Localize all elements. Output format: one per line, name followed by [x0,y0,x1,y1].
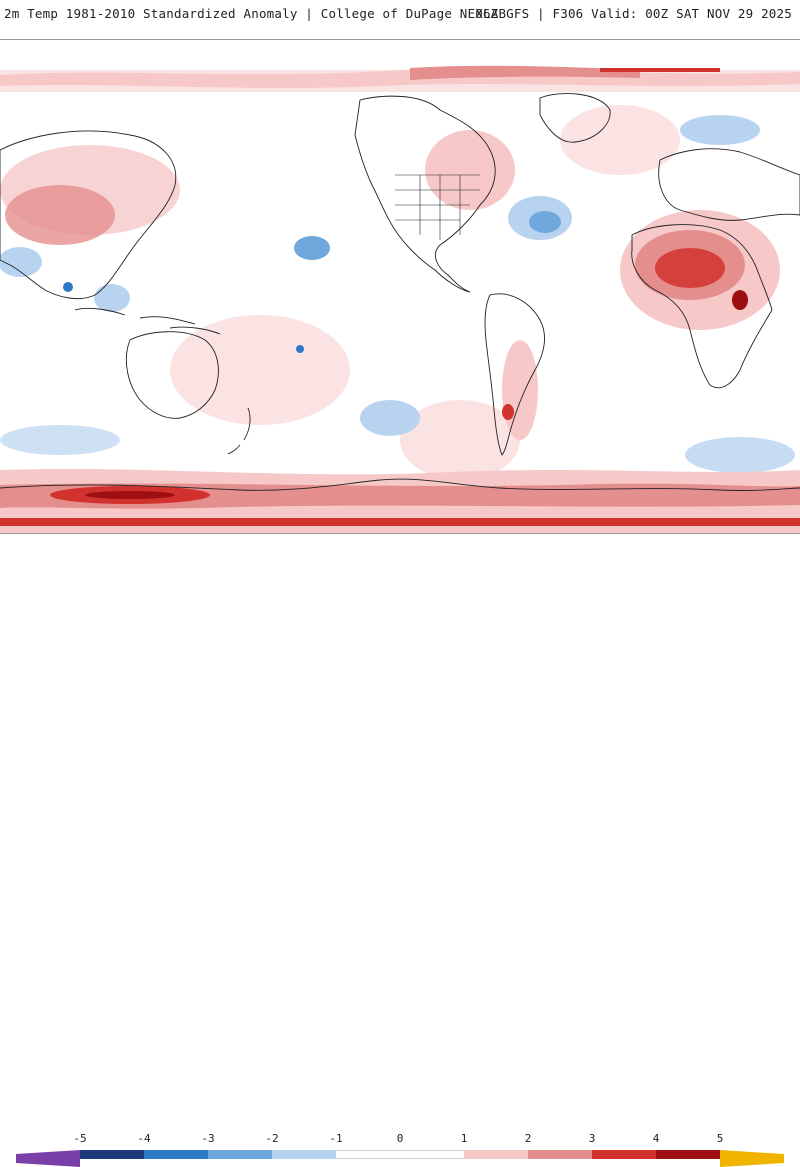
antarctica-outline [0,478,800,492]
asia-outline [0,130,177,300]
atlantic-warm-region [560,105,680,175]
colorbar-tick-label: -4 [137,1132,151,1145]
china-warm-core [5,185,115,245]
colorbar-tick-label: -3 [201,1132,215,1145]
colorbar-tick-label: 0 [396,1132,404,1145]
colorbar-tick-label: 2 [524,1132,532,1145]
southern-ocean-cold [685,437,795,473]
colorbar-bin [720,1150,784,1167]
india-cold [0,247,42,277]
colorbar-tick-label: 3 [588,1132,596,1145]
colorbar-tick-label: 1 [460,1132,468,1145]
north-america-outline [354,95,496,293]
colorbar-tick-label: -1 [329,1132,343,1145]
south-pacific-warm [170,315,350,425]
canada-warm-region [425,130,515,210]
colorbar-bin [592,1150,656,1159]
colorbar-bin [272,1150,336,1159]
new-zealand-outline [227,407,251,455]
colorbar-bin [336,1150,400,1159]
greenland-outline [539,93,611,143]
us-state-borders [395,174,480,240]
colorbar-bin [208,1150,272,1159]
south-atlantic-warm [400,400,520,480]
map-title: 2m Temp 1981-2010 Standardized Anomaly |… [4,6,507,21]
colorbar-tick-label: -5 [73,1132,87,1145]
anomaly-map[interactable] [0,39,800,534]
anomaly-field [0,65,800,533]
arctic-warm-core [410,65,640,80]
southern-ocean-cold-west [0,425,120,455]
patagonia-hot-spot [502,404,514,420]
central-pacific-cold [294,236,330,260]
arctic-red-streak [600,68,720,72]
sumatra-cold-spot [63,282,73,292]
colorbar-bin [400,1150,464,1159]
sahel-hot-core [655,248,725,288]
africa-outline [631,224,773,389]
europe-outline [658,148,800,221]
antarctic-warm-band [0,483,800,509]
map-canvas [0,65,800,533]
antarctic-dark-core [85,491,175,499]
scandinavia-cold [680,115,760,145]
antarctic-edge-band [0,518,800,526]
australia-outline [125,331,219,419]
colorbar-bin [80,1150,144,1159]
colorbar-bin [16,1150,80,1167]
colorbar: -5 -4 -3 -2 -1 0 1 2 3 4 5 [0,560,800,1167]
colorbar-bin [144,1150,208,1159]
colorbar-bin [528,1150,592,1159]
pacific-island-cold-spot [296,345,304,353]
colorbar-tick-label: -2 [265,1132,279,1145]
east-africa-hot-spot [732,290,748,310]
south-america-outline [484,293,546,456]
indonesia-outline [74,307,221,335]
south-america-warm [502,340,538,440]
colorbar-tick-label: 4 [652,1132,660,1145]
colorbar-bin [464,1150,528,1159]
model-run-label: 06Z GFS | F306 Valid: 00Z SAT NOV 29 202… [475,6,792,21]
south-pacific-cold [360,400,420,436]
colorbar-bin [656,1150,720,1159]
indonesia-cold [94,284,130,312]
north-atlantic-cold-core [529,211,561,233]
coastlines [0,93,800,492]
colorbar-tick-label: 5 [716,1132,724,1145]
